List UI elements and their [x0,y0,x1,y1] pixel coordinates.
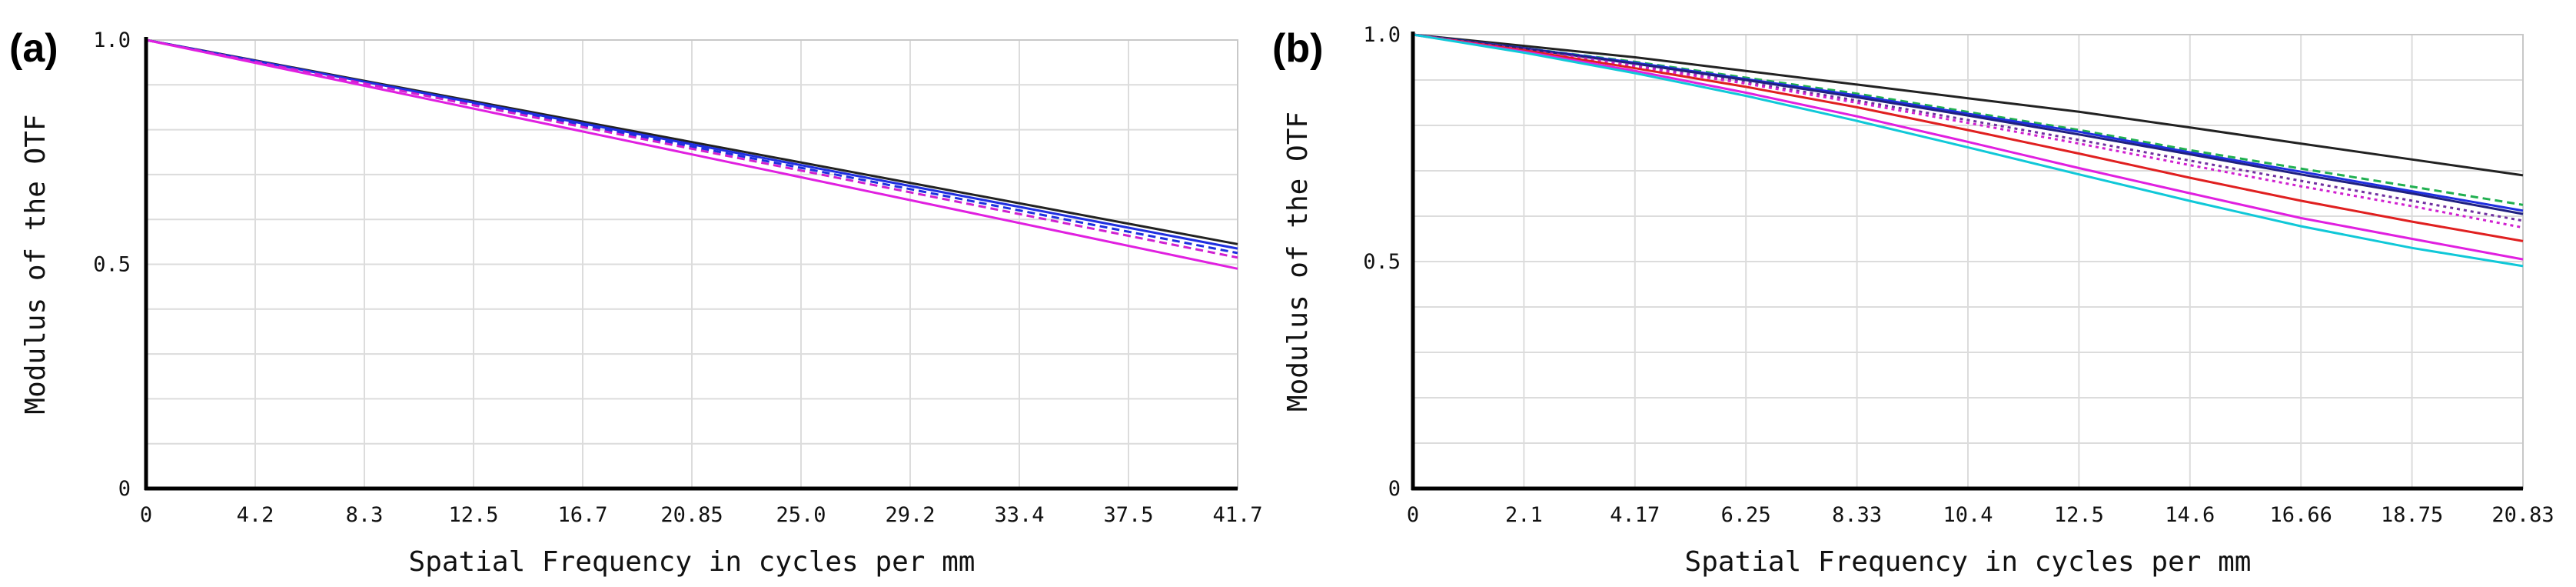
x-tick-label: 10.4 [1943,503,1993,527]
x-tick-label: 12.5 [448,503,498,527]
grid [146,40,1238,489]
x-tick-label: 20.83 [2491,503,2554,527]
x-tick-label: 14.6 [2165,503,2215,527]
x-tick-label: 2.1 [1505,503,1543,527]
series-line-magenta-dotted [1412,33,2524,229]
series-line-magenta [1412,33,2524,261]
x-tick-label: 29.2 [885,503,935,527]
series-line-magenta-dashed [145,38,1238,259]
series-line-black [1412,33,2524,177]
x-tick-label: 16.7 [557,503,607,527]
y-tick-label: 0.5 [1363,250,1401,274]
y-tick-label: 0 [1388,477,1401,501]
y-axis-title: Modulus of the OTF [20,114,52,414]
y-tick-label: 1.0 [93,28,131,52]
y-tick-label: 1.0 [1363,23,1401,47]
y-axis-title: Modulus of the OTF [1282,112,1314,412]
chart-panel-a: 0 4.2 8.3 12.5 16.7 20.85 25.0 29.2 33.4 37.5 41.7… [9,26,1263,578]
x-tick-label: 0 [140,503,152,527]
y-tick-label: 0.5 [93,253,131,277]
x-tick-label: 0 [1407,503,1419,527]
panel-label: (a) [9,26,58,71]
y-tick-label: 0 [118,477,131,501]
x-tick-label: 12.5 [2054,503,2104,527]
x-tick-label: 4.17 [1610,503,1660,527]
x-axis-title: Spatial Frequency in cycles per mm [1685,546,2252,578]
x-tick-label: 8.33 [1832,503,1882,527]
x-axis-title: Spatial Frequency in cycles per mm [409,546,976,578]
x-tick-label: 37.5 [1103,503,1153,527]
x-tick-label: 6.25 [1721,503,1771,527]
x-tick-label: 18.75 [2381,503,2443,527]
grid [1413,35,2523,489]
series-line-magenta [145,38,1238,270]
series-line-cyan [1412,33,2524,268]
x-tick-label: 4.2 [237,503,274,527]
x-tick-label: 25.0 [776,503,826,527]
x-tick-label: 8.3 [346,503,384,527]
x-tick-label: 20.85 [660,503,723,527]
x-tick-label: 33.4 [994,503,1044,527]
series-line-navy [1412,33,2524,215]
panel-label: (b) [1272,26,1323,71]
series-line-red [1412,33,2524,242]
x-tick-label: 41.7 [1212,503,1262,527]
x-tick-label: 16.66 [2270,503,2332,527]
chart-panel-b: 0 2.1 4.17 6.25 8.33 10.4 12.5 14.6 16.66 18.75 20… [1272,23,2554,578]
